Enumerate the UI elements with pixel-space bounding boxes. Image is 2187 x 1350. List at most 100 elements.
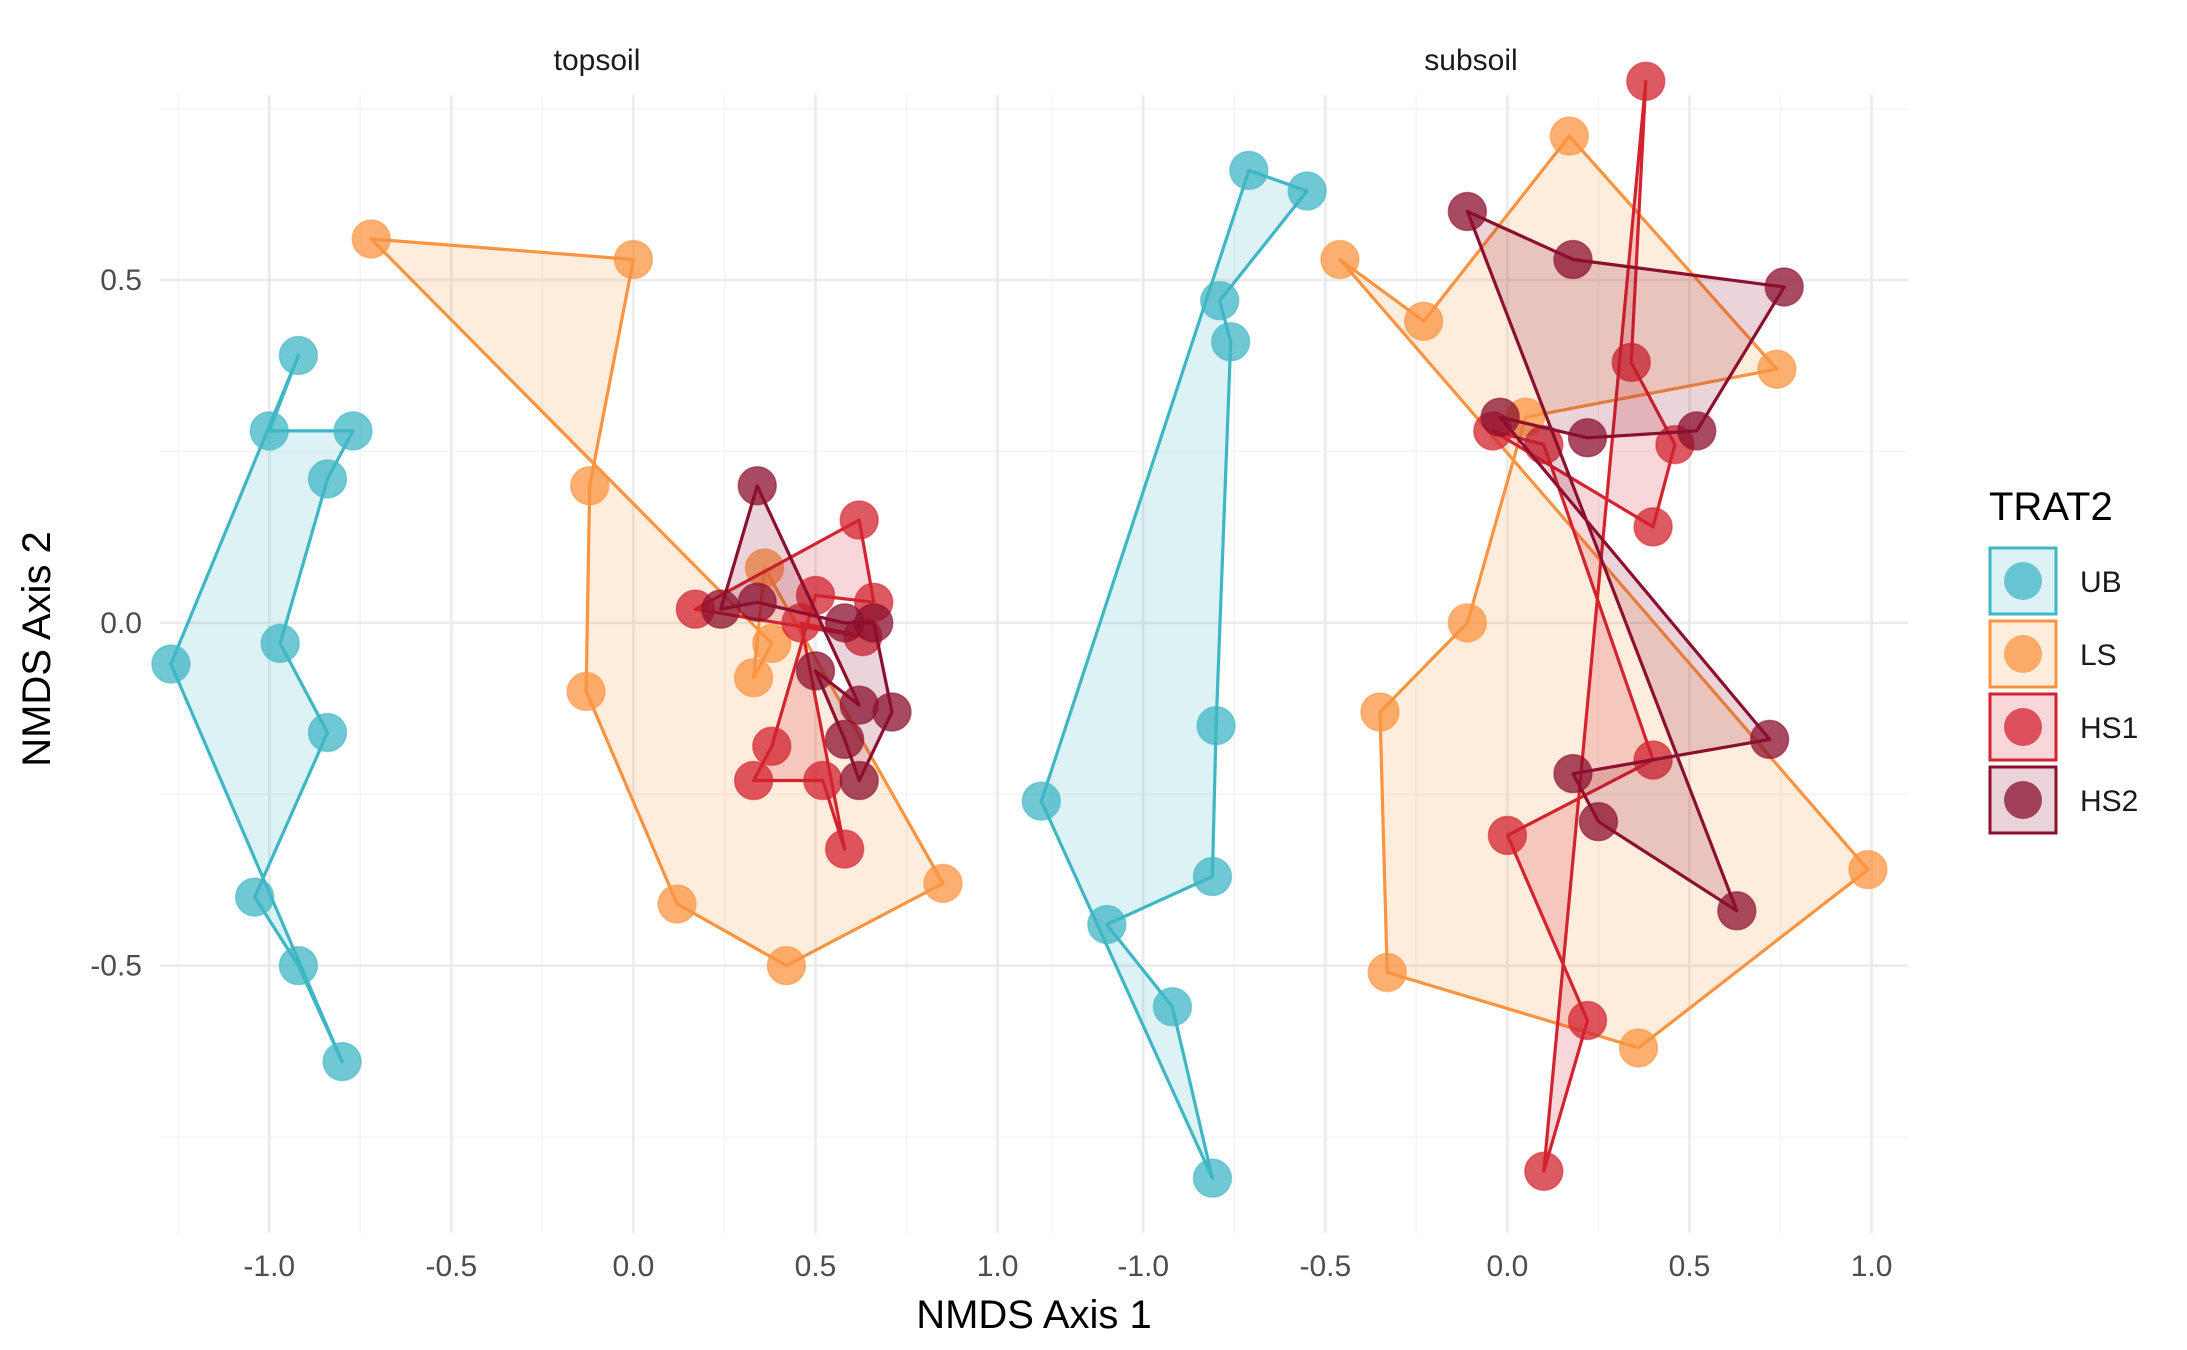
panel-title: topsoil — [554, 44, 641, 77]
data-point — [766, 945, 807, 986]
legend-entry-hs1: HS1 — [1988, 692, 2138, 762]
data-point — [1447, 191, 1488, 232]
data-point — [1487, 815, 1528, 856]
data-point — [1633, 507, 1673, 547]
series-ub — [151, 335, 373, 1082]
legend-title: TRAT2 — [1989, 485, 2113, 529]
legend-label: LS — [2080, 639, 2117, 672]
x-tick-label: -0.5 — [1299, 1250, 1351, 1283]
data-point — [657, 884, 697, 924]
data-point — [1677, 411, 1717, 451]
data-point — [1367, 952, 1407, 993]
x-axis-title: NMDS Axis 1 — [916, 1293, 1152, 1337]
data-point — [1553, 753, 1593, 794]
data-point — [839, 760, 879, 801]
series-ls — [351, 219, 963, 986]
x-tick-label: 1.0 — [977, 1250, 1019, 1283]
data-point — [1757, 349, 1797, 389]
data-point — [872, 692, 912, 732]
data-point — [752, 726, 792, 767]
legend-marker — [2004, 562, 2042, 600]
data-point — [307, 459, 348, 499]
legend-marker — [2004, 635, 2042, 673]
data-point — [803, 760, 843, 801]
panel-title: subsoil — [1424, 44, 1517, 77]
data-point — [1626, 61, 1666, 102]
data-point — [1749, 719, 1790, 760]
x-tick-label: 1.0 — [1851, 1250, 1893, 1283]
data-point — [566, 671, 606, 712]
data-point — [1567, 418, 1608, 458]
x-tick-label: -1.0 — [243, 1250, 295, 1283]
legend-label: HS2 — [2080, 785, 2138, 818]
legend-entry-ub: UB — [1988, 546, 2122, 616]
data-point — [151, 644, 191, 684]
legend-label: UB — [2080, 566, 2122, 599]
x-tick-label: 0.5 — [795, 1250, 837, 1283]
data-point — [1618, 1028, 1659, 1068]
data-point — [824, 829, 865, 869]
data-point — [701, 589, 741, 629]
data-point — [737, 582, 777, 623]
series-area — [371, 239, 943, 966]
data-point — [1287, 171, 1327, 211]
data-point — [1192, 856, 1233, 897]
x-tick-label: 0.5 — [1669, 1250, 1711, 1283]
series-area — [1467, 211, 1785, 911]
data-point — [1549, 116, 1590, 156]
data-point — [569, 466, 610, 506]
legend-entry-hs2: HS2 — [1988, 765, 2138, 835]
x-tick-label: 0.0 — [1487, 1250, 1529, 1283]
data-point — [1717, 891, 1757, 931]
panel-subsoil: subsoil -1.0 -0.5 0.0 0.5 1.0 — [1021, 44, 1908, 1283]
data-point — [260, 623, 300, 664]
data-point — [1848, 849, 1888, 890]
data-point — [1320, 239, 1360, 280]
legend: TRAT2 UB LS HS1 HS2 — [1988, 485, 2138, 835]
data-point — [1196, 705, 1236, 746]
data-point — [1360, 692, 1400, 732]
data-point — [1229, 150, 1269, 191]
data-point — [1524, 1151, 1564, 1192]
series-hs2 — [1447, 191, 1804, 931]
data-point — [1403, 301, 1444, 341]
data-point — [1021, 781, 1062, 821]
data-point — [278, 945, 319, 986]
data-point — [234, 877, 275, 917]
series-area — [170, 355, 353, 1062]
series-ls — [1320, 116, 1888, 1068]
data-point — [1553, 239, 1593, 280]
data-point — [333, 411, 373, 451]
legend-marker — [2004, 708, 2042, 746]
data-point — [613, 239, 654, 280]
data-point — [322, 1041, 362, 1082]
series-area — [1041, 170, 1308, 1179]
data-point — [854, 603, 894, 643]
legend-entry-ls: LS — [1988, 619, 2117, 689]
legend-entries: UB LS HS1 HS2 — [1988, 546, 2138, 835]
data-point — [733, 657, 774, 698]
data-point — [1764, 267, 1804, 307]
data-point — [1578, 801, 1619, 842]
data-point — [795, 651, 836, 691]
y-axis-title: NMDS Axis 2 — [15, 531, 59, 767]
data-point — [839, 685, 879, 725]
data-point — [1567, 1000, 1608, 1041]
legend-label: HS1 — [2080, 712, 2138, 745]
legend-marker — [2004, 781, 2042, 819]
data-point — [752, 623, 792, 664]
data-point — [249, 411, 289, 451]
data-point — [1210, 322, 1251, 362]
data-point — [923, 863, 963, 904]
data-point — [351, 219, 391, 259]
x-tick-label: -0.5 — [425, 1250, 477, 1283]
x-tick-label: -1.0 — [1117, 1250, 1169, 1283]
data-point — [839, 500, 879, 540]
data-point — [1447, 603, 1488, 643]
y-tick-label: 0.5 — [100, 264, 142, 297]
data-point — [1192, 1158, 1233, 1198]
panel-topsoil: topsoil -1.0 -0.5 0.0 0.5 1.0 — [151, 44, 1034, 1283]
data-point — [1152, 987, 1193, 1027]
